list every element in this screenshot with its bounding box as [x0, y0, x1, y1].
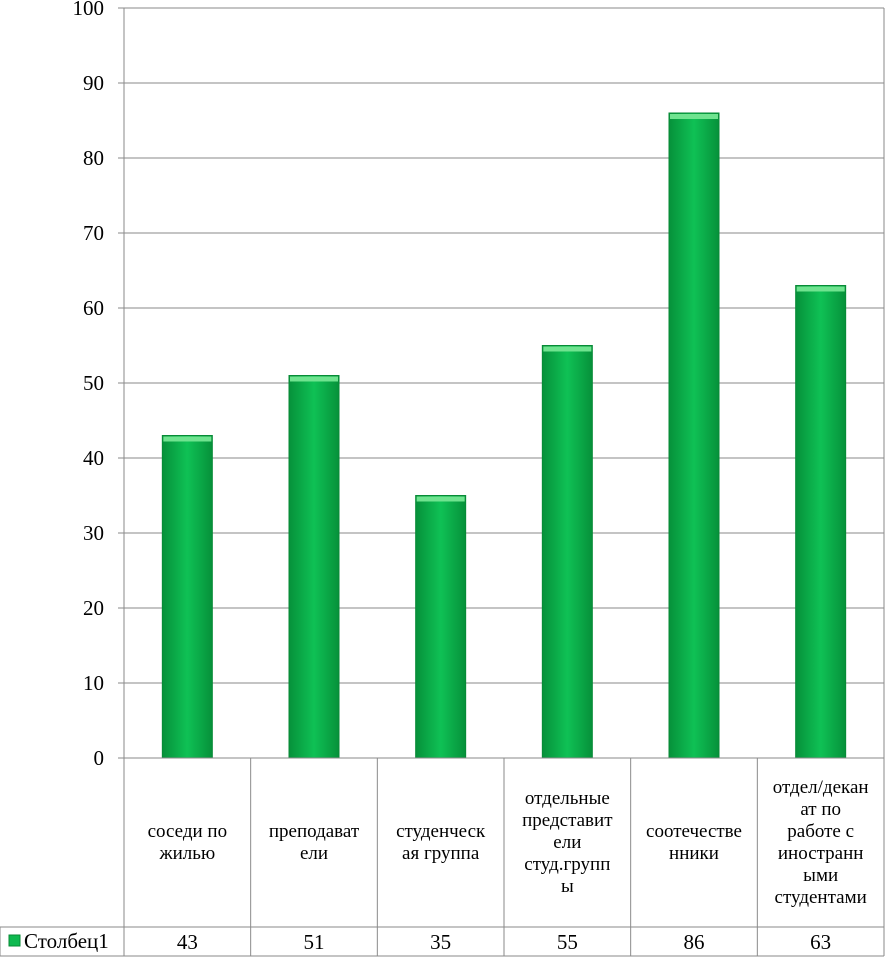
bar	[415, 495, 467, 759]
category-label: соотечестве нники	[646, 821, 742, 864]
bar-top-highlight	[670, 114, 718, 119]
bar	[668, 112, 720, 759]
legend-label: Столбец1	[24, 929, 109, 953]
category-label: студенческ ая группа	[396, 821, 486, 864]
table-value: 51	[304, 930, 325, 954]
bar-group	[668, 112, 720, 759]
y-tick-label: 20	[83, 596, 104, 620]
y-tick-label: 0	[94, 746, 105, 770]
category-label: соседи по жилью	[148, 821, 228, 864]
y-tick-label: 30	[83, 521, 104, 545]
bar-top-highlight	[163, 436, 212, 442]
y-tick-label: 70	[83, 221, 104, 245]
bar	[795, 285, 847, 759]
bar	[541, 345, 593, 759]
legend-swatch	[8, 934, 21, 947]
bar-top-highlight	[796, 286, 845, 292]
category-label: отдельные представит ели студ.групп ы	[522, 788, 613, 897]
bar	[161, 435, 213, 759]
bar-group	[795, 285, 847, 759]
bar-group	[161, 435, 213, 759]
bar-group	[288, 375, 340, 759]
table-value: 55	[557, 930, 578, 954]
y-tick-label: 90	[83, 71, 104, 95]
bars	[161, 112, 847, 759]
y-axis: 0 10 20 30 40 50 60 70 80 90 100	[73, 0, 885, 956]
y-tick-label: 100	[73, 0, 105, 20]
table-value: 86	[684, 930, 705, 954]
y-tick-label: 10	[83, 671, 104, 695]
bar-top-highlight	[416, 496, 465, 502]
bar-group	[415, 495, 467, 759]
category-label: отдел/декан ат по работе с иностранн ыми студ…	[773, 777, 869, 908]
table-value: 63	[810, 930, 831, 954]
bar-top-highlight	[543, 346, 592, 352]
bar-group	[541, 345, 593, 759]
table-value: 35	[430, 930, 451, 954]
data-table: соседи по жилью преподават ели студенческ ая …	[0, 757, 884, 957]
y-tick-label: 50	[83, 371, 104, 395]
y-tick-label: 80	[83, 146, 104, 170]
bar	[288, 375, 340, 759]
y-tick-label: 60	[83, 296, 104, 320]
category-label: преподават ели	[269, 821, 360, 864]
table-value: 43	[177, 930, 198, 954]
gridlines	[118, 7, 884, 759]
y-tick-label: 40	[83, 446, 104, 470]
bar-top-highlight	[290, 376, 338, 382]
